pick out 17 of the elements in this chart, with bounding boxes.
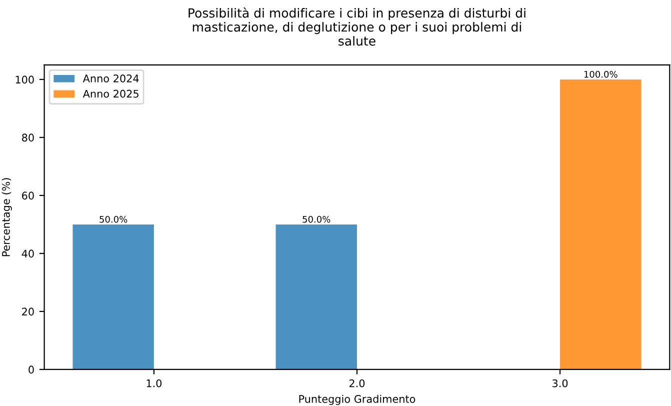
data-label: 50.0%	[100, 216, 128, 223]
x-tick-label: 2.0	[349, 379, 365, 388]
chart-title: Possibilità di modificare i cibi in presenza di disturbi di masticazione, di deglutizione o per i suoi problemi di salute	[188, 8, 526, 46]
legend-label: Anno 2025	[82, 90, 138, 98]
x-axis-title: Punteggio Gradimento	[299, 394, 416, 405]
y-tick-label: 40	[22, 250, 34, 258]
y-tick-label: 0	[28, 366, 34, 374]
data-label: 100.0%	[584, 70, 618, 78]
y-tick-label: 80	[22, 134, 34, 142]
y-tick-label: 60	[22, 192, 34, 200]
x-tick-label: 3.0	[552, 379, 568, 388]
y-tick-label: 100	[16, 76, 34, 84]
y-axis-title: Percentage (%)	[2, 178, 12, 256]
legend-label: Anno 2024	[82, 74, 139, 82]
y-tick-label: 20	[22, 308, 34, 316]
data-label: 50.0%	[302, 216, 330, 223]
x-tick-label: 1.0	[146, 379, 162, 388]
